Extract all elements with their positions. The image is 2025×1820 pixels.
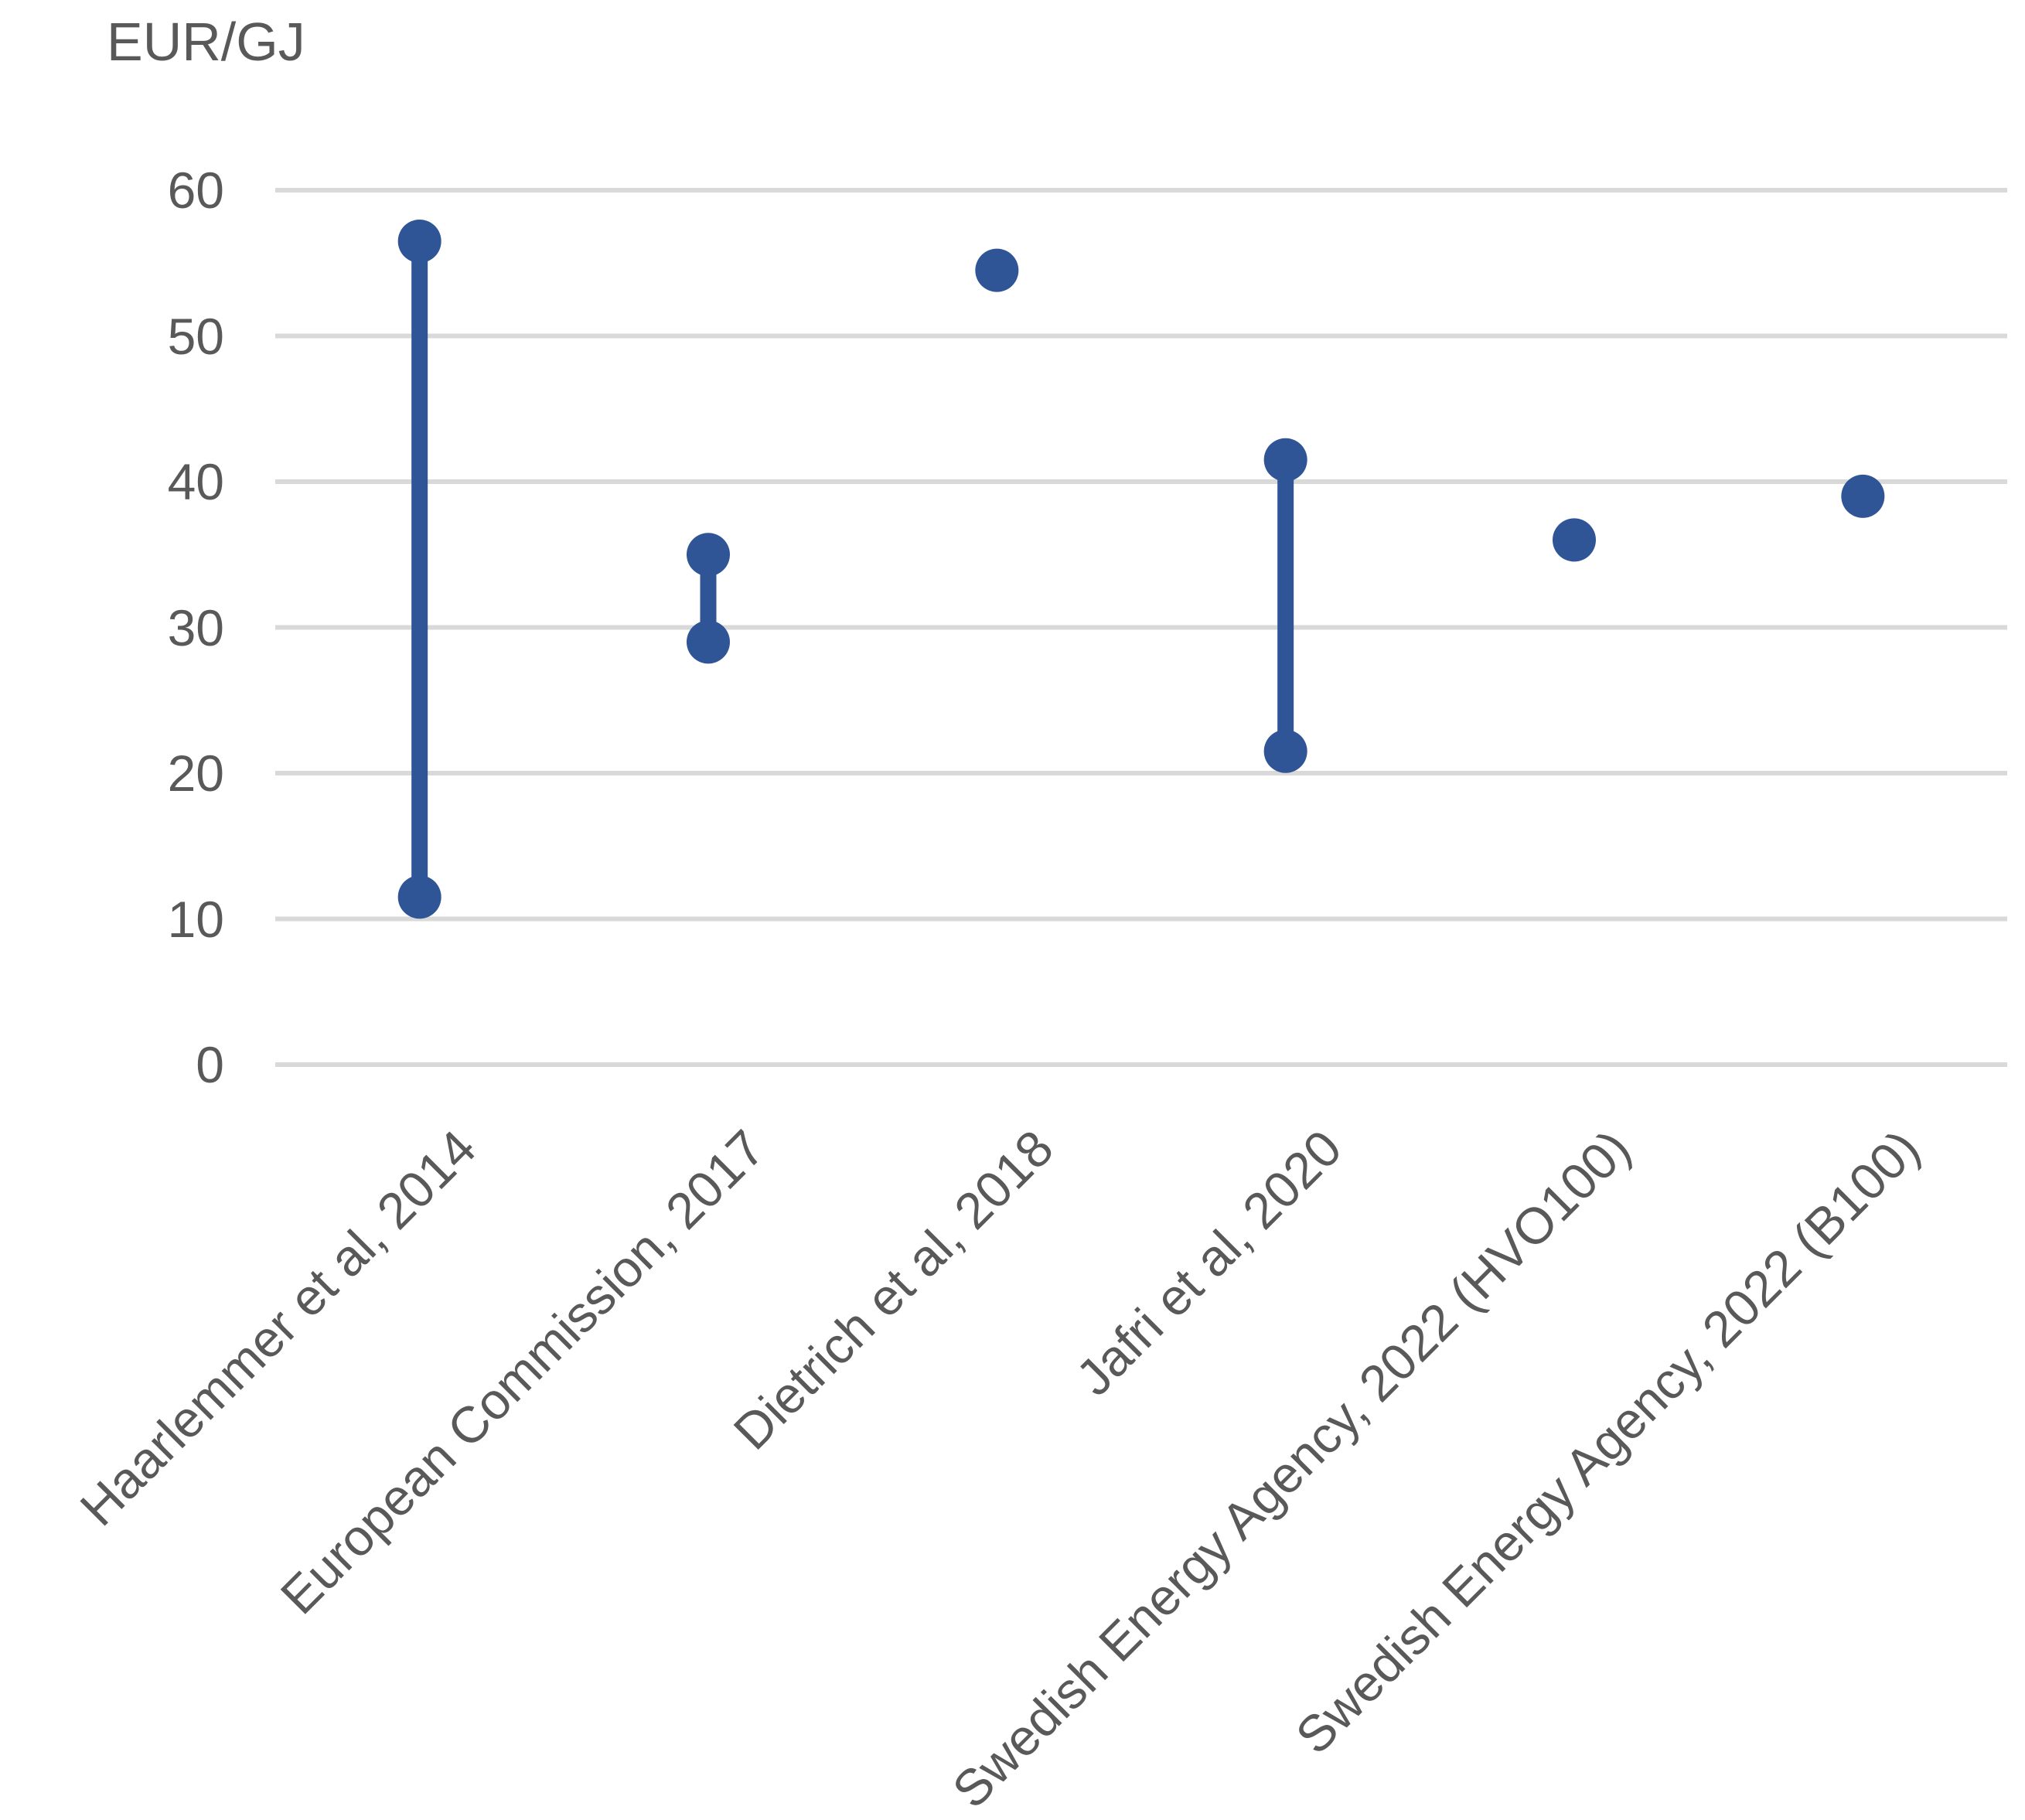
y-tick-label: 50	[167, 307, 224, 365]
y-tick-label: 60	[167, 162, 224, 219]
y-axis-title: EUR/GJ	[107, 12, 305, 72]
y-tick-label: 30	[167, 598, 224, 656]
data-point	[1263, 438, 1307, 482]
data-point	[1553, 518, 1596, 562]
y-tick-label: 10	[167, 890, 224, 948]
y-tick-label: 0	[196, 1036, 224, 1093]
data-point	[687, 620, 730, 664]
y-tick-label: 40	[167, 453, 224, 510]
data-point	[397, 875, 441, 919]
data-point	[1841, 474, 1885, 518]
data-point	[1263, 729, 1307, 773]
y-tick-label: 20	[167, 745, 224, 802]
data-point	[397, 219, 441, 263]
data-point	[687, 533, 730, 577]
data-point	[975, 248, 1019, 292]
